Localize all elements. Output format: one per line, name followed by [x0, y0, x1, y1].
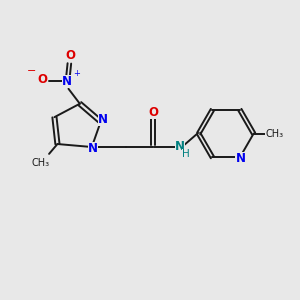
Text: H: H — [182, 149, 190, 160]
Text: O: O — [37, 73, 47, 86]
Text: +: + — [74, 69, 80, 78]
Text: O: O — [66, 49, 76, 62]
Text: N: N — [88, 142, 98, 155]
Text: N: N — [98, 113, 108, 126]
Text: N: N — [236, 152, 245, 165]
Text: N: N — [62, 75, 72, 88]
Text: CH₃: CH₃ — [32, 158, 50, 168]
Text: CH₃: CH₃ — [266, 129, 284, 139]
Text: O: O — [148, 106, 158, 118]
Text: −: − — [26, 66, 36, 76]
Text: N: N — [175, 140, 184, 153]
